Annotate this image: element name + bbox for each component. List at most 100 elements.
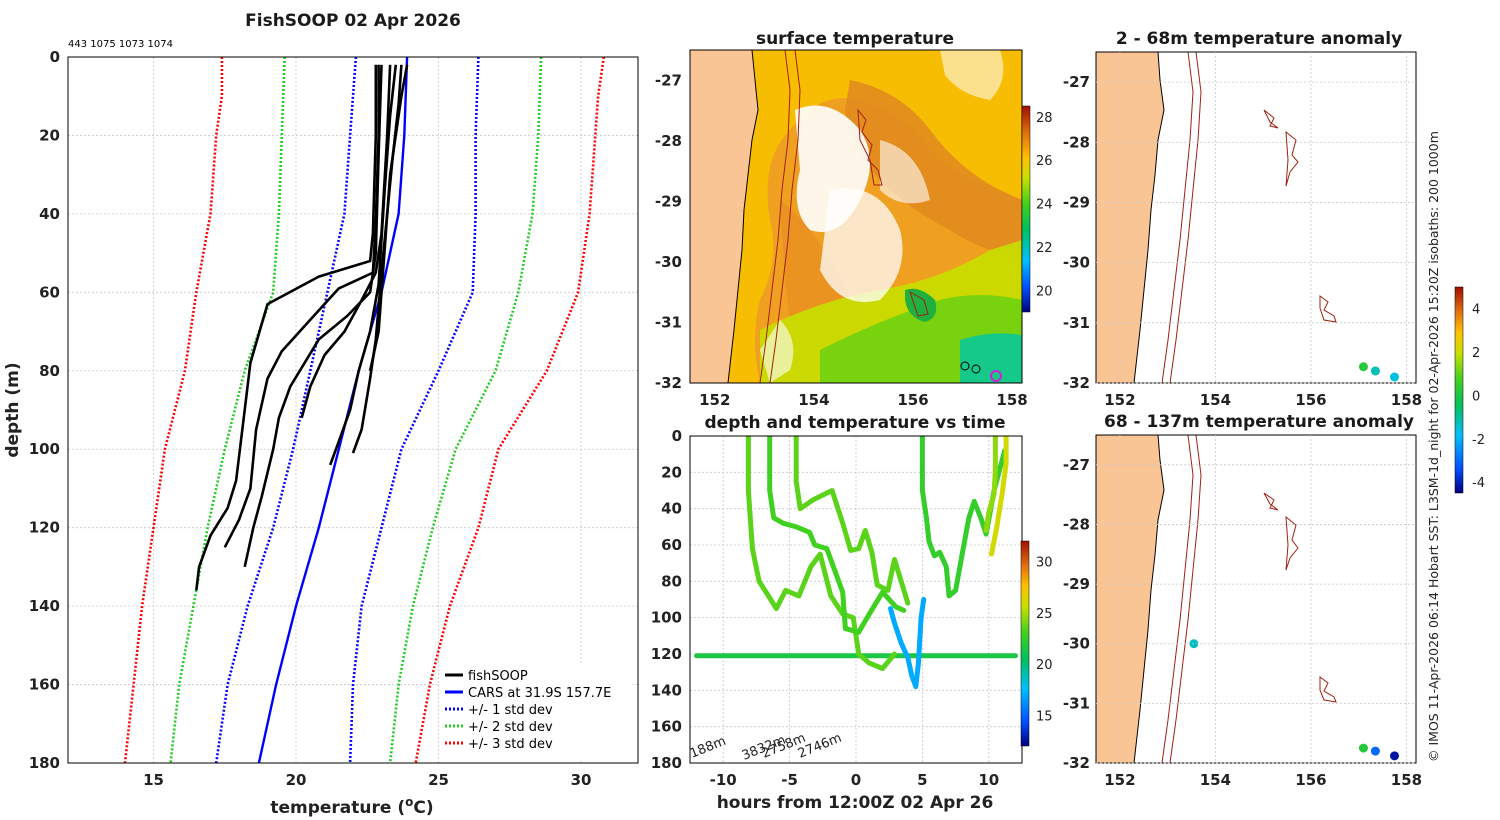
anom-top-ytick: -28: [1063, 133, 1090, 151]
time-xtick: 0: [851, 771, 861, 789]
anom-top-point: [1370, 366, 1380, 376]
sst-isobath-1000: [769, 50, 801, 383]
time-panel: depth and temperature vs time -10 -5 0 5 100…: [651, 413, 1053, 813]
sst-colorbar-tick: 22: [1036, 241, 1053, 256]
time-track: [989, 436, 1009, 557]
sst-colorbar: [1021, 105, 1031, 313]
anom-colorbar: [1454, 286, 1464, 494]
time-xlabel: hours from 12:00Z 02 Apr 26: [717, 793, 994, 813]
profile-series: [123, 56, 606, 764]
anom-top-point: [1358, 362, 1368, 372]
anom-bottom-point: [1390, 751, 1400, 761]
sst-seamount: [857, 108, 883, 186]
std-dev-line: [214, 56, 358, 764]
time-track: [888, 597, 927, 690]
time-xtick: -10: [710, 771, 737, 789]
anom-top-ytick: -31: [1063, 314, 1090, 332]
sst-ytick: -32: [655, 374, 682, 392]
sst-xtick: 158: [996, 391, 1027, 409]
anom-bottom-xtick: 156: [1295, 771, 1326, 789]
anom-top-panel: 2 - 68m temperature anomaly 152 154 156 158…: [1063, 29, 1422, 409]
time-ytick: 60: [661, 536, 682, 554]
time-ytick: 80: [661, 572, 682, 590]
profile-ytick: 160: [29, 676, 60, 694]
profile-xtick: 15: [143, 771, 164, 789]
anom-bottom-map: [1095, 434, 1416, 764]
anom-top-map: [1095, 51, 1416, 384]
anom-bottom-ytick: -30: [1063, 635, 1090, 653]
time-ytick: 160: [651, 718, 682, 736]
profile-ytick: 100: [29, 440, 60, 458]
sst-ytick: -28: [655, 132, 682, 150]
profile-panel: FishSOOP 02 Apr 2026 443 1075 1073 1074 …: [3, 11, 639, 818]
std-dev-line: [123, 57, 224, 764]
profile-ytick: 60: [39, 283, 60, 301]
anom-colorbar-tick: 4: [1472, 303, 1480, 318]
fishsoop-profile: [195, 64, 378, 591]
profile-ids: 443 1075 1073 1074: [68, 39, 173, 50]
anom-bottom-seamount-1: [1263, 492, 1279, 511]
anom-top-xtick: 156: [1295, 391, 1326, 409]
anom-top-points: [1358, 362, 1400, 382]
anom-bottom-point: [1358, 743, 1368, 753]
profile-ytick: 180: [29, 754, 60, 772]
time-colorbar-tick: 25: [1036, 607, 1053, 622]
time-ytick: 20: [661, 463, 682, 481]
anom-top-ytick: -27: [1063, 73, 1090, 91]
anom-bottom-xtick: 158: [1391, 771, 1422, 789]
time-ytick: 0: [672, 427, 682, 445]
anom-top-ticks: 152 154 156 158 -27 -28 -29 -30 -31 -32: [1063, 52, 1422, 409]
anom-bottom-xtick: 152: [1104, 771, 1135, 789]
time-track: [767, 436, 907, 635]
legend-std2: +/- 2 std dev: [468, 720, 553, 735]
profile-xtick: 25: [428, 771, 449, 789]
sst-cloud-3: [880, 140, 930, 204]
legend-std1: +/- 1 std dev: [468, 703, 553, 718]
anom-colorbar-tick: 0: [1472, 389, 1480, 404]
time-ytick: 120: [651, 645, 682, 663]
anom-top-xtick: 158: [1391, 391, 1422, 409]
anom-bottom-ticks: 152 154 156 158 -27 -28 -29 -30 -31 -32: [1063, 435, 1422, 789]
std-dev-line: [169, 56, 286, 764]
anom-top-seamount-3: [1319, 295, 1337, 323]
profile-xlabel: temperature (oC): [270, 795, 433, 818]
sst-station-2: [971, 364, 981, 374]
anom-top-point: [1390, 372, 1400, 382]
anom-top-xtick: 152: [1104, 391, 1135, 409]
sst-station-1: [960, 361, 970, 371]
anom-bottom-ytick: -31: [1063, 694, 1090, 712]
sst-isobath-200: [759, 50, 791, 383]
sst-ytick: -31: [655, 313, 682, 331]
profile-ytick: 40: [39, 205, 60, 223]
anom-top-title: 2 - 68m temperature anomaly: [1116, 29, 1402, 49]
sst-cyan: [960, 333, 1022, 383]
anom-colorbar-tick: -4: [1472, 476, 1485, 491]
sst-warm-band: [700, 50, 1022, 383]
anom-bottom-panel: 68 - 137m temperature anomaly 152 154 156 1…: [1063, 412, 1422, 789]
sst-title: surface temperature: [756, 29, 954, 49]
anom-top-isobath-1000: [1169, 51, 1202, 384]
sst-cloud-4: [940, 50, 1004, 100]
time-colorbar-tick: 15: [1036, 709, 1053, 724]
time-colorbar-tick: 20: [1036, 658, 1053, 673]
time-grid: [690, 435, 1022, 764]
anom-top-seamount-1: [1263, 109, 1279, 129]
anom-top-isobath-200: [1161, 51, 1194, 384]
legend-fishsoop: fishSOOP: [468, 669, 528, 684]
legend-cars: CARS at 31.9S 157.7E: [468, 686, 611, 701]
time-colorbar-ticks: 15 20 25 30: [1036, 556, 1053, 725]
profile-ytick: 120: [29, 519, 60, 537]
profile-frame: [67, 56, 639, 764]
anom-top-xtick: 154: [1200, 391, 1231, 409]
sst-xtick: 154: [798, 391, 829, 409]
profile-ytick: 80: [39, 362, 60, 380]
fishsoop-profile: [368, 64, 409, 372]
profile-ytick: 20: [39, 126, 60, 144]
anom-colorbar-tick: 2: [1472, 346, 1480, 361]
profile-legend: fishSOOP CARS at 31.9S 157.7E +/- 1 std …: [439, 663, 633, 759]
sst-ytick: -30: [655, 253, 682, 271]
sst-colorbar-tick: 28: [1036, 111, 1053, 126]
sst-eddy: [905, 288, 937, 322]
